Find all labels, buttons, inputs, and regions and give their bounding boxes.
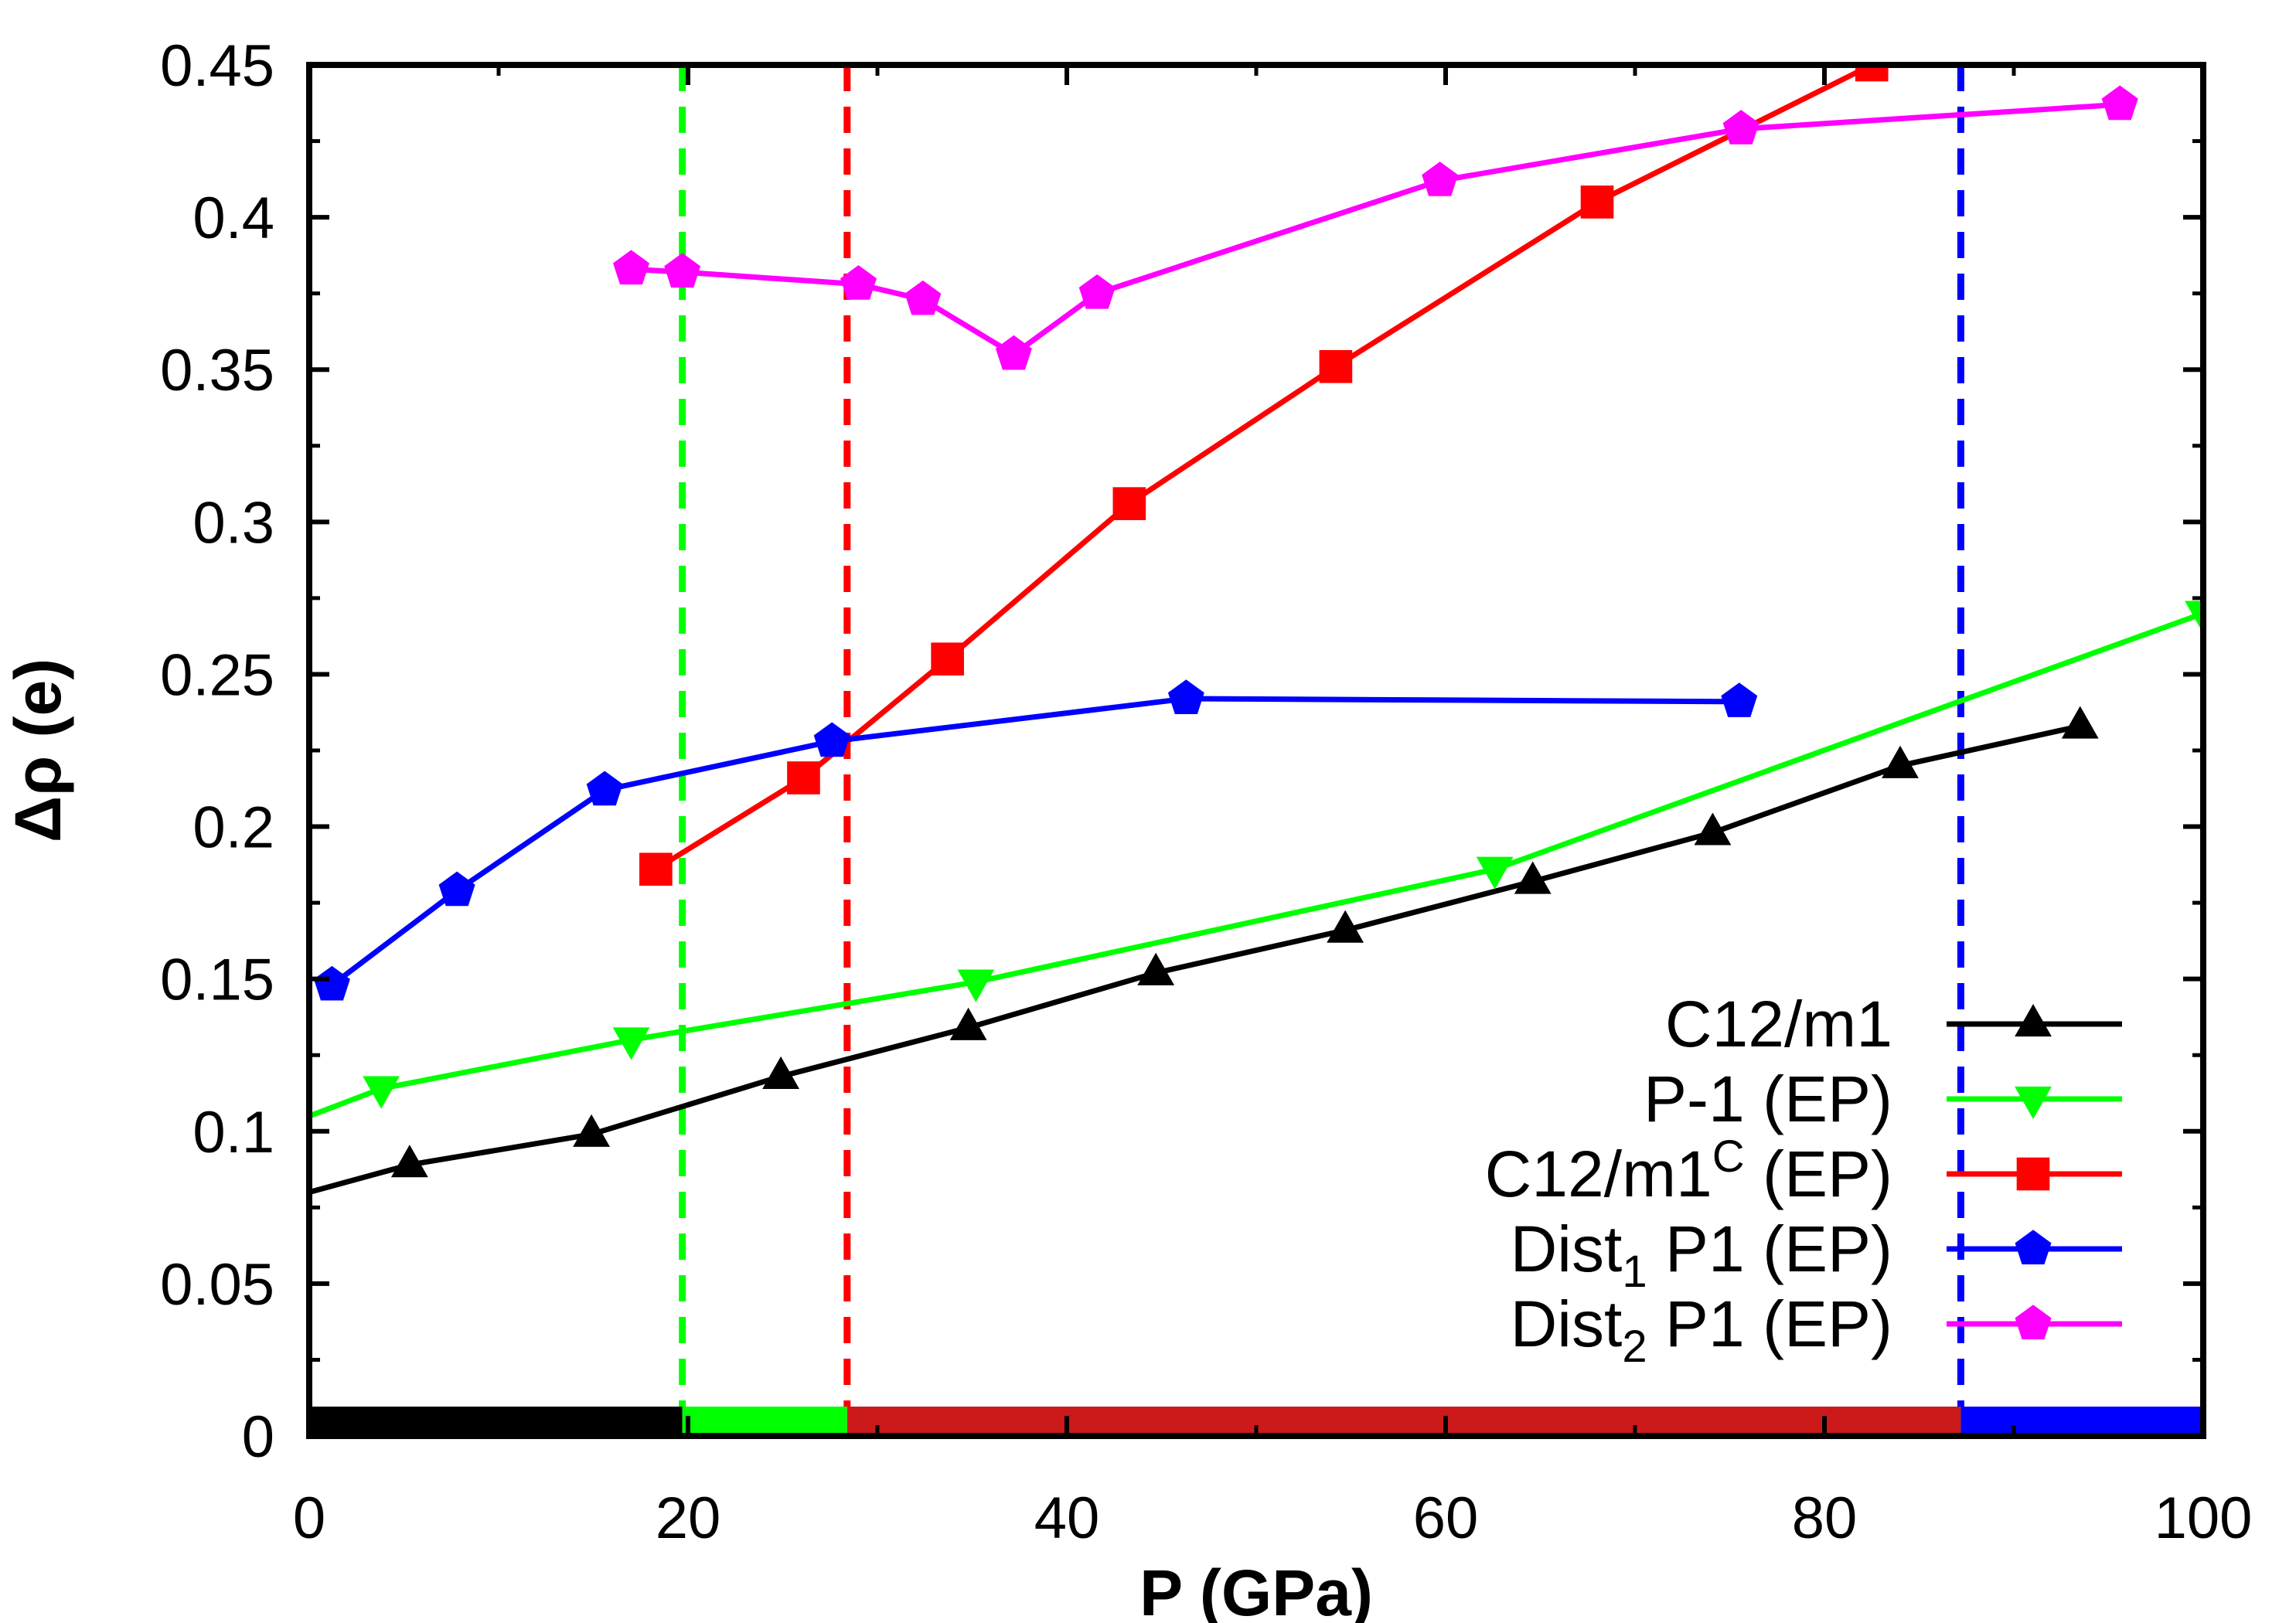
data-point-4-5 [1078, 274, 1116, 309]
y-tick-label-5: 0.25 [160, 642, 274, 708]
data-point-4-3 [904, 280, 942, 315]
series-3 [313, 679, 1758, 1001]
data-point-0-8 [1694, 812, 1732, 846]
phase-bar [309, 1407, 2203, 1436]
data-point-0-10 [2061, 706, 2099, 739]
y-tick-label-6: 0.3 [192, 490, 274, 556]
legend-label-1: P-1 (EP) [1644, 1063, 1892, 1135]
data-point-3-2 [586, 771, 623, 806]
legend-label-4: Dist2 P1 (EP) [1511, 1288, 1892, 1372]
series-line-4 [631, 101, 2121, 357]
legend-marker-1 [2015, 1086, 2052, 1119]
series-1 [309, 601, 2203, 1119]
legend-item-0: C12/m1 [1665, 988, 2122, 1060]
y-tick-label-3: 0.15 [160, 948, 274, 1013]
data-point-1-4 [1476, 856, 1514, 890]
data-point-1-3 [957, 969, 995, 1002]
y-axis-title: Δρ (e) [2, 658, 74, 842]
data-point-1-1 [363, 1076, 400, 1109]
data-point-3-4 [1167, 679, 1204, 714]
data-point-2-2 [931, 642, 964, 676]
data-point-3-1 [438, 871, 475, 907]
data-point-0-6 [1327, 910, 1364, 943]
data-point-2-3 [1112, 487, 1146, 520]
data-point-4-7 [1722, 110, 1759, 145]
plot-frame [306, 62, 2206, 1439]
legend: C12/m1P-1 (EP)C12/m1C (EP)Dist1 P1 (EP)D… [1485, 988, 2122, 1372]
legend-marker-3 [2015, 1230, 2052, 1264]
data-point-0-7 [1514, 861, 1552, 894]
x-tick-label-0: 0 [293, 1485, 325, 1551]
data-point-0-4 [949, 1007, 987, 1040]
legend-marker-4 [2015, 1305, 2052, 1339]
phase-segment-3 [1960, 1407, 2203, 1436]
legend-item-3: Dist1 P1 (EP) [1511, 1213, 2122, 1297]
legend-marker-2 [2016, 1157, 2050, 1191]
phase-segment-0 [309, 1407, 683, 1436]
x-tick-label-4: 80 [1792, 1485, 1858, 1551]
legend-label-2: C12/m1C (EP) [1485, 1131, 1892, 1210]
x-tick-label-1: 20 [656, 1485, 721, 1551]
data-point-2-6 [1855, 65, 1889, 82]
data-point-2-0 [639, 852, 673, 886]
data-point-3-5 [1721, 682, 1758, 717]
data-point-4-1 [664, 253, 701, 288]
data-point-4-2 [840, 265, 877, 300]
series-4 [613, 85, 2138, 370]
data-point-4-4 [995, 335, 1032, 370]
data-point-2-1 [787, 761, 820, 794]
legend-label-3: Dist1 P1 (EP) [1511, 1213, 1892, 1297]
data-point-4-6 [1422, 162, 1459, 196]
phase-segment-2 [847, 1407, 1961, 1436]
data-point-2-5 [1580, 185, 1614, 219]
data-point-1-5 [2185, 601, 2203, 634]
y-tick-label-7: 0.35 [160, 338, 274, 403]
axis-ticks [307, 63, 2206, 1438]
data-point-4-0 [613, 250, 649, 285]
y-tick-label-9: 0.45 [160, 33, 274, 99]
series-layer [309, 65, 2203, 1195]
y-tick-label-4: 0.2 [192, 795, 274, 861]
data-point-3-3 [813, 722, 850, 757]
data-point-0-1 [390, 1145, 428, 1178]
series-0 [309, 706, 2099, 1195]
data-point-0-2 [573, 1114, 610, 1147]
legend-item-2: C12/m1C (EP) [1485, 1131, 2122, 1210]
phase-segment-1 [682, 1407, 847, 1436]
x-tick-label-3: 60 [1413, 1485, 1479, 1551]
data-point-1-2 [612, 1027, 650, 1060]
data-point-3-0 [313, 965, 350, 1001]
legend-label-0: C12/m1 [1665, 988, 1892, 1060]
y-tick-label-8: 0.4 [192, 185, 274, 251]
y-tick-label-2: 0.1 [192, 1100, 274, 1165]
series-2 [639, 65, 1889, 886]
series-line-3 [330, 696, 1739, 988]
data-point-0-9 [1882, 745, 1919, 778]
x-tick-label-2: 40 [1034, 1485, 1100, 1551]
tick-labels: 0 20 40 60 80 100 0 0.05 0.1 0.15 0.2 0.25 0.3 0.35 0.… [160, 33, 2252, 1551]
legend-item-1: P-1 (EP) [1644, 1063, 2122, 1135]
data-point-2-4 [1319, 349, 1353, 383]
data-point-0-5 [1137, 952, 1175, 985]
data-point-4-8 [2101, 85, 2138, 121]
y-tick-label-1: 0.05 [160, 1252, 274, 1318]
legend-marker-0 [2015, 1004, 2052, 1037]
x-tick-label-5: 100 [2155, 1485, 2253, 1551]
legend-item-4: Dist2 P1 (EP) [1511, 1288, 2122, 1372]
y-tick-label-0: 0 [242, 1404, 274, 1470]
x-axis-title: P (GPa) [1139, 1557, 1373, 1623]
series-line-1 [309, 611, 2203, 1119]
data-point-0-3 [762, 1056, 799, 1089]
